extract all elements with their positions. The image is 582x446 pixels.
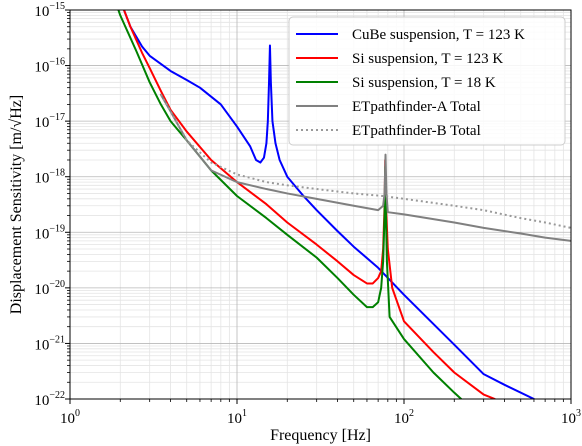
y-tick-label: 10−16 xyxy=(34,57,65,76)
y-tick-label: 10−20 xyxy=(34,279,65,298)
legend-label: ETpathfinder-A Total xyxy=(352,99,481,115)
series-line xyxy=(117,10,463,399)
series-line xyxy=(122,10,535,399)
series-layer xyxy=(117,10,571,399)
y-tick-label: 10−21 xyxy=(34,334,65,353)
x-tick-labels: 100 101 102 103 xyxy=(60,408,581,427)
y-tick-label: 10−17 xyxy=(34,112,65,131)
y-tick-label: 10−19 xyxy=(34,223,65,242)
y-tick-label: 10−22 xyxy=(34,390,65,409)
legend-box xyxy=(288,16,566,146)
legend-label: Si suspension, T = 18 K xyxy=(352,75,496,91)
x-tick-label: 100 xyxy=(60,408,80,427)
x-axis-title: Frequency [Hz] xyxy=(270,427,371,444)
y-tick-label: 10−15 xyxy=(34,1,65,20)
legend-label: CuBe suspension, T = 123 K xyxy=(352,27,525,43)
y-axis-title: Displacement Sensitivity [m/√Hz] xyxy=(8,95,25,314)
legend-label: ETpathfinder-B Total xyxy=(352,123,481,139)
legend: CuBe suspension, T = 123 K Si suspension,… xyxy=(288,16,566,146)
tick-marks xyxy=(65,9,572,404)
x-tick-label: 101 xyxy=(227,408,247,427)
x-tick-label: 103 xyxy=(561,408,581,427)
series-line xyxy=(159,93,571,242)
y-tick-labels: 10−22 10−21 10−20 10−19 10−18 10−17 10−16 10−15 xyxy=(34,1,65,409)
series-line xyxy=(122,10,496,399)
y-tick-label: 10−18 xyxy=(34,168,65,187)
legend-label: Si suspension, T = 123 K xyxy=(352,51,503,67)
plot-frame xyxy=(69,9,572,400)
x-tick-label: 102 xyxy=(394,408,414,427)
